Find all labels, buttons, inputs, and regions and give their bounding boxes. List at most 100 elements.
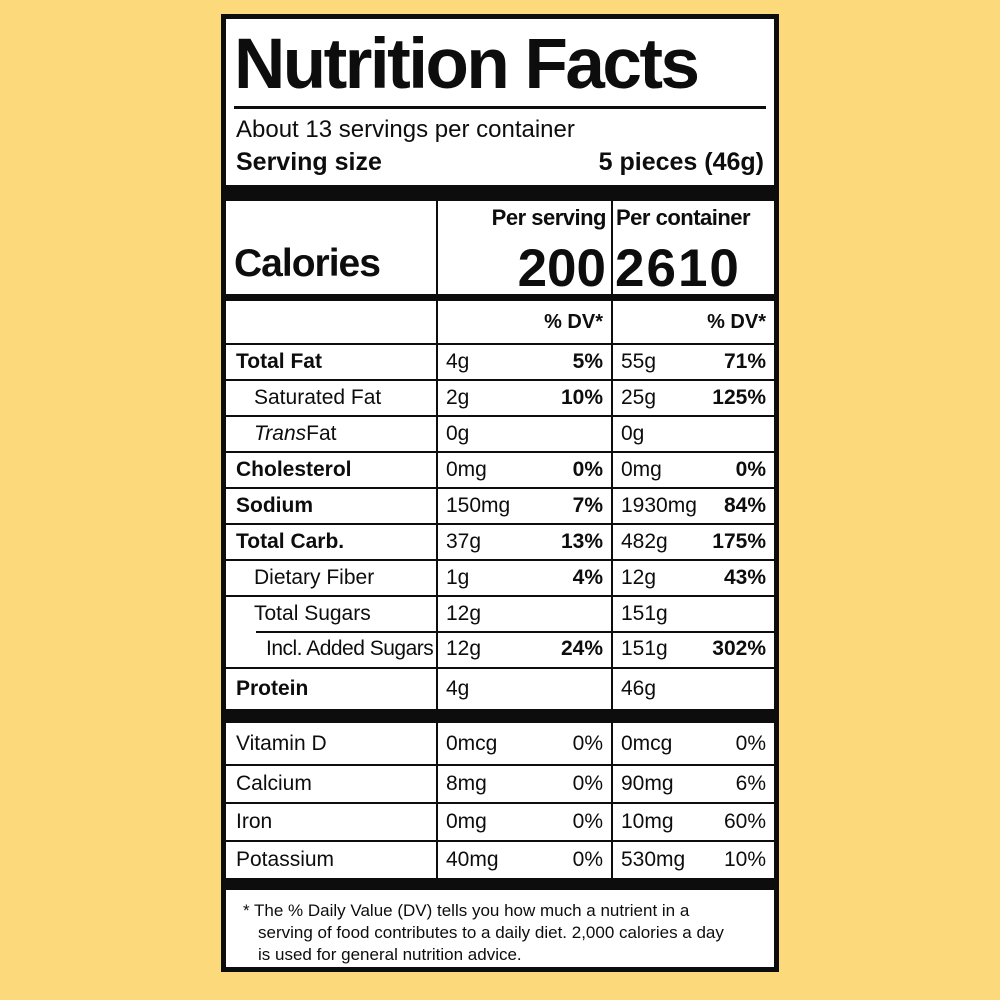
per-serving-amount: 37g xyxy=(446,530,482,553)
per-serving-cell: 0g xyxy=(436,417,611,451)
per-container-amount: 0mg xyxy=(621,458,662,481)
per-serving-header: Per serving xyxy=(491,205,607,230)
nutrient-name: Total Sugars xyxy=(254,602,371,625)
table-row: Dietary Fiber 1g 4% 12g 43% xyxy=(226,559,774,595)
table-row: Vitamin D 0mcg 0% 0mcg 0% xyxy=(226,723,774,764)
per-serving-cell: 37g 13% xyxy=(436,525,611,559)
nutrient-rows: Total Fat 4g 5% 55g 71% Saturated Fat 2g… xyxy=(226,343,774,709)
thick-separator-protein xyxy=(226,709,774,723)
daily-value-footnote: * The % Daily Value (DV) tells you how m… xyxy=(243,901,724,965)
per-container-dv: 302% xyxy=(712,637,766,660)
nutrient-name: Total Carb. xyxy=(236,530,345,553)
serving-size-row: Serving size 5 pieces (46g) xyxy=(226,144,774,185)
per-container-amount: 46g xyxy=(621,677,657,700)
per-container-cell: 151g 302% xyxy=(611,631,774,667)
per-container-amount: 482g xyxy=(621,530,668,553)
per-serving-cell: 4g 5% xyxy=(436,345,611,379)
nutrient-name: Protein xyxy=(236,677,309,700)
per-container-cell: 151g xyxy=(611,597,774,631)
vitamin-rows: Vitamin D 0mcg 0% 0mcg 0% Calcium 8mg 0%… xyxy=(226,723,774,878)
thick-separator-bottom xyxy=(226,878,774,890)
per-serving-cell: 150mg 7% xyxy=(436,489,611,523)
per-serving-amount: 0mg xyxy=(446,810,487,833)
daily-value-header-row: % DV* % DV* xyxy=(226,301,774,343)
serving-size-label: Serving size xyxy=(236,148,382,176)
nutrient-name: Sodium xyxy=(236,494,313,517)
table-row: Total Sugars 12g 151g xyxy=(226,595,774,631)
nutrient-name: Potassium xyxy=(236,848,335,871)
per-serving-cell: 0mg 0% xyxy=(436,453,611,487)
table-row: Sodium 150mg 7% 1930mg 84% xyxy=(226,487,774,523)
per-serving-amount: 0mcg xyxy=(446,731,498,755)
per-serving-dv: 24% xyxy=(560,637,603,660)
per-container-dv: 6% xyxy=(735,772,766,795)
per-serving-cell: 4g xyxy=(436,669,611,709)
nutrient-name: Total Fat xyxy=(236,350,322,373)
nutrient-name: Incl. Added Sugars xyxy=(266,637,434,660)
per-serving-dv: 0% xyxy=(572,731,603,755)
per-serving-dv: 7% xyxy=(572,494,603,517)
table-row: Protein 4g 46g xyxy=(226,667,774,709)
per-container-cell: 90mg 6% xyxy=(611,766,774,802)
per-serving-dv: 0% xyxy=(572,848,603,871)
per-serving-dv: 5% xyxy=(572,350,603,373)
per-container-cell: 46g xyxy=(611,669,774,709)
per-serving-dv: 10% xyxy=(560,386,603,409)
per-container-cell: 530mg 10% xyxy=(611,842,774,878)
label-title: Nutrition Facts xyxy=(234,25,700,104)
title-divider xyxy=(234,106,766,109)
calories-per-container-column: Per container 2610 xyxy=(611,201,774,299)
italic-nutrient-prefix: Trans xyxy=(254,422,307,445)
dv-header-per-serving: % DV* xyxy=(436,301,611,343)
per-serving-amount: 150mg xyxy=(446,494,511,517)
per-serving-amount: 0mg xyxy=(446,458,487,481)
per-serving-dv: 4% xyxy=(572,566,603,589)
per-container-dv: 60% xyxy=(723,810,766,833)
per-serving-amount: 12g xyxy=(446,637,482,660)
per-container-cell: 12g 43% xyxy=(611,561,774,595)
per-serving-dv: 0% xyxy=(572,810,603,833)
table-row: Calcium 8mg 0% 90mg 6% xyxy=(226,764,774,802)
dv-header-spacer xyxy=(226,301,436,343)
per-container-cell: 0g xyxy=(611,417,774,451)
table-row: Cholesterol 0mg 0% 0mg 0% xyxy=(226,451,774,487)
nutrient-name: Vitamin D xyxy=(236,731,327,755)
per-serving-amount: 4g xyxy=(446,677,470,700)
per-container-cell: 10mg 60% xyxy=(611,804,774,840)
calories-per-serving-column: Per serving 200 xyxy=(436,201,611,295)
table-row: Trans Fat 0g 0g xyxy=(226,415,774,451)
per-container-dv: 0% xyxy=(735,458,766,481)
per-serving-amount: 0g xyxy=(446,422,470,445)
per-container-amount: 25g xyxy=(621,386,657,409)
calories-per-container-value: 2610 xyxy=(615,239,741,299)
per-container-dv: 0% xyxy=(735,731,766,755)
per-serving-dv: 13% xyxy=(560,530,603,553)
per-serving-amount: 8mg xyxy=(446,772,487,795)
per-serving-cell: 40mg 0% xyxy=(436,842,611,878)
per-container-amount: 151g xyxy=(621,637,668,660)
per-serving-cell: 8mg 0% xyxy=(436,766,611,802)
per-serving-amount: 40mg xyxy=(446,848,499,871)
table-row: Iron 0mg 0% 10mg 60% xyxy=(226,802,774,840)
per-serving-cell: 1g 4% xyxy=(436,561,611,595)
nutrient-name: Cholesterol xyxy=(236,458,352,481)
per-container-amount: 12g xyxy=(621,566,657,589)
per-serving-cell: 12g 24% xyxy=(436,631,611,667)
nutrition-facts-label: Nutrition Facts About 13 servings per co… xyxy=(221,14,779,972)
per-container-dv: 175% xyxy=(712,530,766,553)
per-container-amount: 151g xyxy=(621,602,668,625)
medium-separator-calories xyxy=(226,294,774,301)
per-container-amount: 55g xyxy=(621,350,657,373)
per-container-dv: 71% xyxy=(723,350,766,373)
nutrient-name: Calcium xyxy=(236,772,312,795)
per-container-dv: 10% xyxy=(723,848,766,871)
per-serving-amount: 2g xyxy=(446,386,470,409)
nutrient-name: Iron xyxy=(236,810,273,833)
nutrient-name: Trans Fat xyxy=(254,422,337,445)
per-serving-cell: 0mg 0% xyxy=(436,804,611,840)
per-container-cell: 25g 125% xyxy=(611,381,774,415)
per-container-amount: 0g xyxy=(621,422,645,445)
per-container-header: Per container xyxy=(616,205,751,230)
per-serving-dv: 0% xyxy=(572,458,603,481)
